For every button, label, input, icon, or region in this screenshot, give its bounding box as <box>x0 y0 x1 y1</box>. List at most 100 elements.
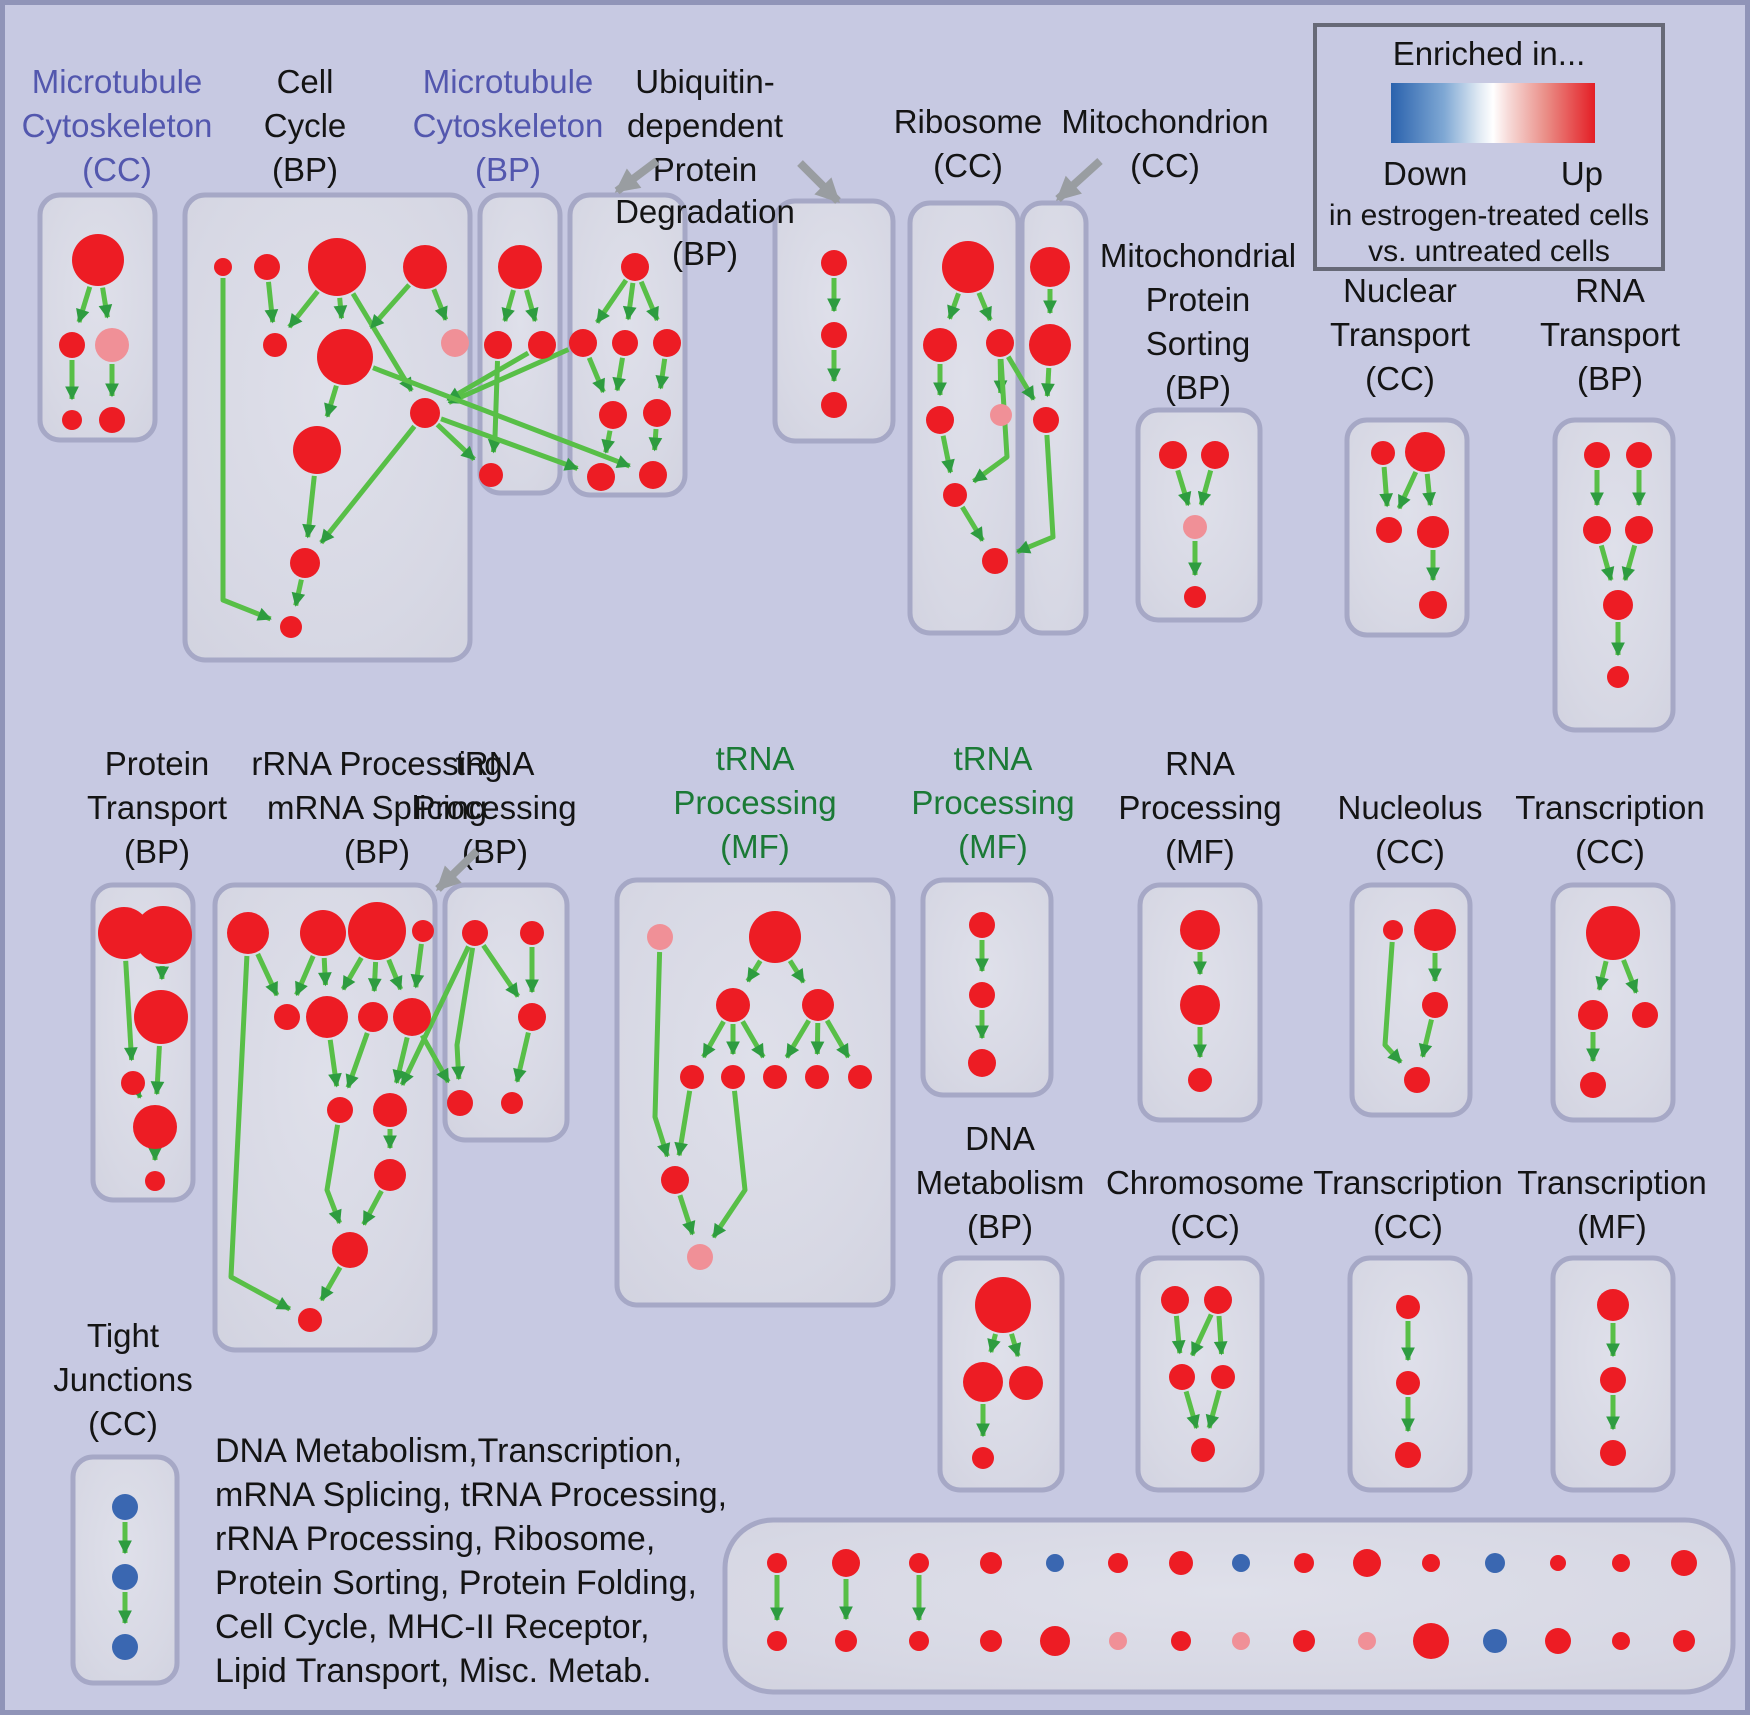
node-red <box>569 329 597 357</box>
node-red <box>1597 1289 1629 1321</box>
node-red <box>374 1159 406 1191</box>
legend-axis-labels: Down Up <box>1383 155 1603 193</box>
cluster-label-dna-metabolism: DNA Metabolism (BP) <box>916 1120 1085 1245</box>
node-red <box>412 920 434 942</box>
node-red <box>802 989 834 1021</box>
cluster-label-protein-transport: Protein Transport (BP) <box>87 745 227 870</box>
node-red <box>1422 1554 1440 1572</box>
edge-ubiquitin-a <box>648 428 663 452</box>
gray-pointer-arrow <box>1055 158 1103 202</box>
node-red <box>1545 1628 1571 1654</box>
node-blue <box>1046 1554 1064 1572</box>
edge-mitochondrion <box>1041 367 1055 398</box>
node-red <box>1293 1630 1315 1652</box>
node-red <box>1414 909 1456 951</box>
cluster-box-rrna-mrna <box>212 882 438 1353</box>
cross-edge <box>420 1034 451 1084</box>
node-red <box>327 1097 353 1123</box>
edge-rrna-mrna <box>392 1036 410 1085</box>
node-red <box>317 329 373 385</box>
node-red <box>1586 906 1640 960</box>
node-red <box>986 329 1014 357</box>
node-red <box>1584 442 1610 468</box>
edge-cell-cycle <box>302 475 317 539</box>
node-red <box>300 910 346 956</box>
edge-trna-bp <box>481 943 521 998</box>
node-red <box>1671 1550 1697 1576</box>
node-red <box>1580 1072 1606 1098</box>
node-pink <box>1109 1632 1127 1650</box>
node-red <box>1161 1286 1189 1314</box>
edge-cell-cycle <box>333 297 348 320</box>
cluster-label-transcription-mf: Transcription (MF) <box>1517 1164 1707 1245</box>
node-red <box>1180 985 1220 1025</box>
node-red <box>680 1065 704 1089</box>
legend-subtitle-1: in estrogen-treated cells <box>1328 199 1650 232</box>
cluster-label-transcription-cc-bot: Transcription (CC) <box>1313 1164 1503 1245</box>
edge-rrna-mrna <box>410 943 425 989</box>
node-red <box>926 406 954 434</box>
node-red <box>1180 910 1220 950</box>
cluster-label-microtubule-cc: Microtubule Cytoskeleton (CC) <box>22 63 213 188</box>
node-red <box>612 330 638 356</box>
node-red <box>980 1552 1002 1574</box>
node-red <box>447 1090 473 1116</box>
node-red <box>1603 590 1633 620</box>
node-red <box>72 234 124 286</box>
cluster-box-trna-mf-big <box>614 877 896 1308</box>
node-red <box>1383 920 1403 940</box>
node-red <box>373 1093 407 1127</box>
node-blue <box>1483 1629 1507 1653</box>
node-red <box>1376 517 1402 543</box>
node-red <box>358 1002 388 1032</box>
edge-trna-mf-big <box>824 1019 851 1059</box>
edge-cell-cycle <box>369 283 411 330</box>
edge-cell-cycle <box>264 281 279 324</box>
cross-edge <box>447 347 570 405</box>
edge-ubiquitin-a <box>595 278 629 324</box>
edge-rrna-mrna <box>386 958 404 991</box>
cluster-label-cell-cycle: Cell Cycle (BP) <box>264 63 347 188</box>
cluster-box-microtubule-cc <box>37 192 158 443</box>
edge-protein-transport <box>128 1083 143 1099</box>
node-red <box>1550 1555 1566 1571</box>
cross-edge <box>440 416 579 471</box>
edge-rna-transport <box>1621 544 1638 582</box>
node-pink <box>1232 1632 1250 1650</box>
node-red <box>661 1166 689 1194</box>
node-red <box>501 1092 523 1114</box>
node-red <box>59 332 85 358</box>
edge-cell-cycle <box>287 289 320 329</box>
edge-ribosome <box>960 505 985 542</box>
node-red <box>982 548 1008 574</box>
node-pink <box>687 1244 713 1270</box>
node-red <box>942 241 994 293</box>
edge-rrna-mrna <box>228 955 291 1312</box>
node-red <box>1353 1549 1381 1577</box>
node-red <box>1184 586 1206 608</box>
node-red <box>1030 247 1070 287</box>
node-red <box>99 407 125 433</box>
node-red <box>599 401 627 429</box>
cluster-label-mitochondrion: Mitochondrion (CC) <box>1061 103 1268 184</box>
node-red <box>821 250 847 276</box>
edge-ubiquitin-a <box>638 280 660 322</box>
edge-ubiquitin-a <box>655 358 670 390</box>
cross-edge <box>1006 355 1036 401</box>
edge-cell-cycle <box>431 288 449 321</box>
edge-microtubule-bp <box>524 289 539 323</box>
node-red <box>1371 441 1395 465</box>
edge-mito-sorting <box>1175 469 1192 507</box>
edge-cell-cycle <box>350 292 414 392</box>
edge-cell-cycle <box>291 579 306 607</box>
node-red <box>767 1553 787 1573</box>
node-red <box>280 616 302 638</box>
node-red <box>909 1631 929 1651</box>
node-red <box>403 245 447 289</box>
edge-protein-transport <box>150 1045 165 1096</box>
node-red <box>528 331 556 359</box>
node-red <box>835 1630 857 1652</box>
cluster-box-misc-panel <box>722 1517 1736 1695</box>
cross-edge <box>446 350 530 403</box>
node-red <box>121 1071 145 1095</box>
